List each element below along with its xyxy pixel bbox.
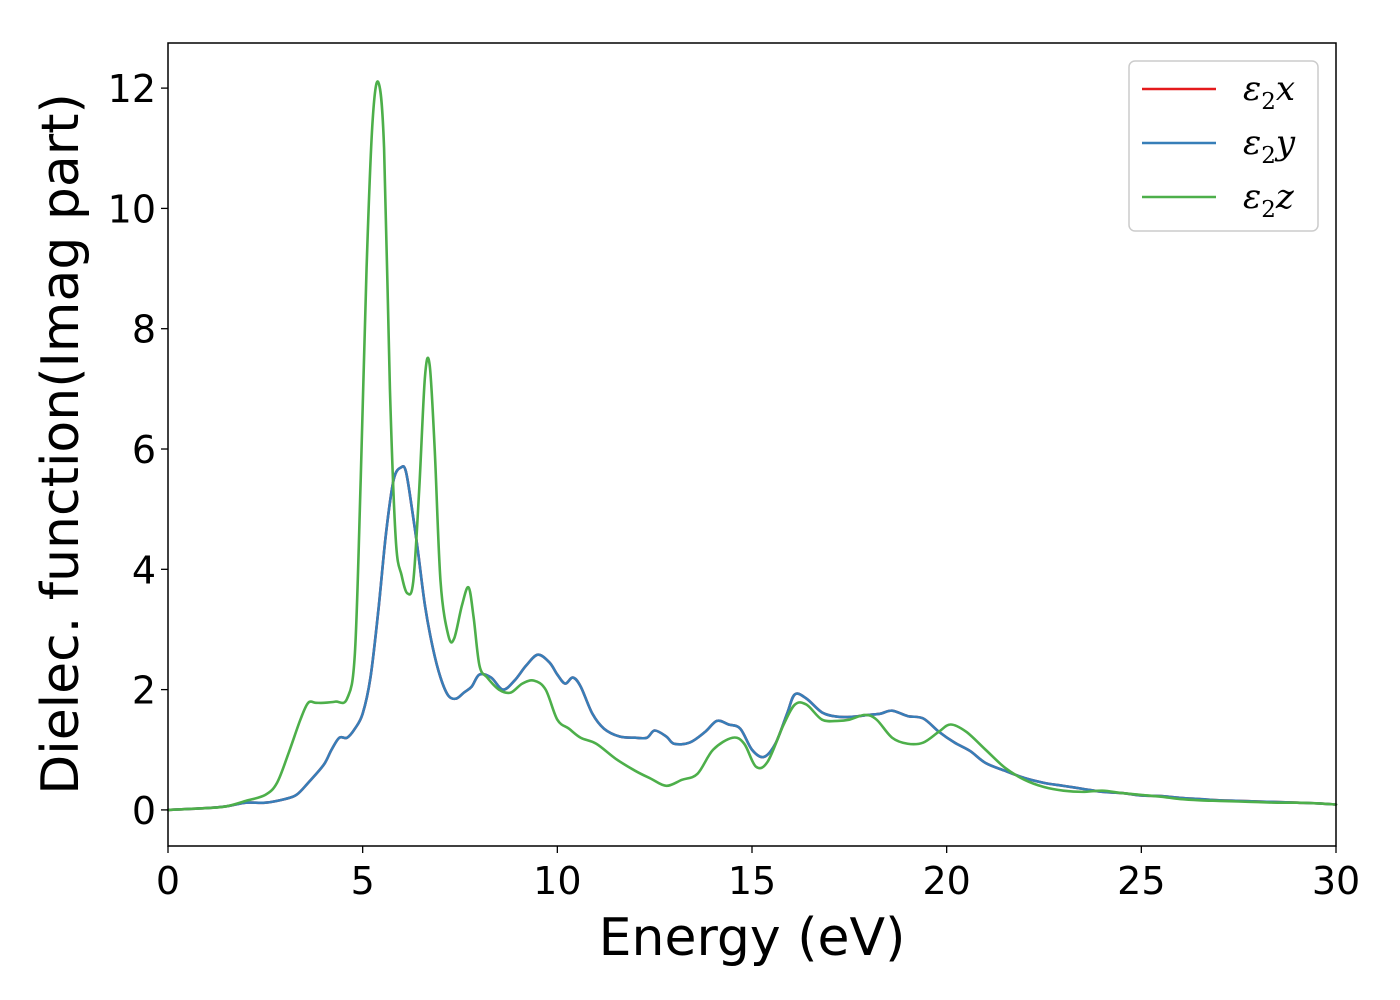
y-tick-label: 8	[132, 308, 156, 352]
legend-label-x: ε2x	[1243, 69, 1295, 115]
x-axis-ticks: 0 5 10 15 20 25 30	[156, 846, 1360, 903]
y-axis-label: Dielec. function(Imag part)	[31, 93, 91, 795]
series-layer	[166, 80, 1338, 812]
x-tick-label: 0	[156, 859, 180, 903]
y-tick-label: 2	[132, 669, 156, 713]
y-tick-label: 12	[108, 67, 156, 111]
x-tick-label: 20	[922, 859, 970, 903]
y-tick-label: 10	[108, 187, 156, 231]
series-line-z	[166, 80, 1338, 812]
series-line-y	[166, 464, 1338, 812]
x-tick-label: 30	[1312, 859, 1360, 903]
y-tick-label: 0	[132, 789, 156, 833]
y-tick-label: 6	[132, 428, 156, 472]
x-tick-label: 15	[728, 859, 776, 903]
legend-items: ε2x ε2y ε2z	[1142, 69, 1296, 223]
legend: ε2x ε2y ε2z	[1128, 60, 1319, 232]
legend-label-z: ε2z	[1243, 177, 1295, 223]
x-tick-label: 25	[1117, 859, 1165, 903]
x-axis-label: Energy (eV)	[599, 908, 906, 968]
legend-label-y: ε2y	[1243, 123, 1296, 169]
x-tick-label: 5	[351, 859, 375, 903]
legend-box	[1128, 60, 1319, 232]
y-axis-ticks: 0 2 4 6 8 10 12	[108, 67, 168, 833]
x-tick-label: 10	[533, 859, 581, 903]
y-tick-label: 4	[132, 548, 156, 592]
